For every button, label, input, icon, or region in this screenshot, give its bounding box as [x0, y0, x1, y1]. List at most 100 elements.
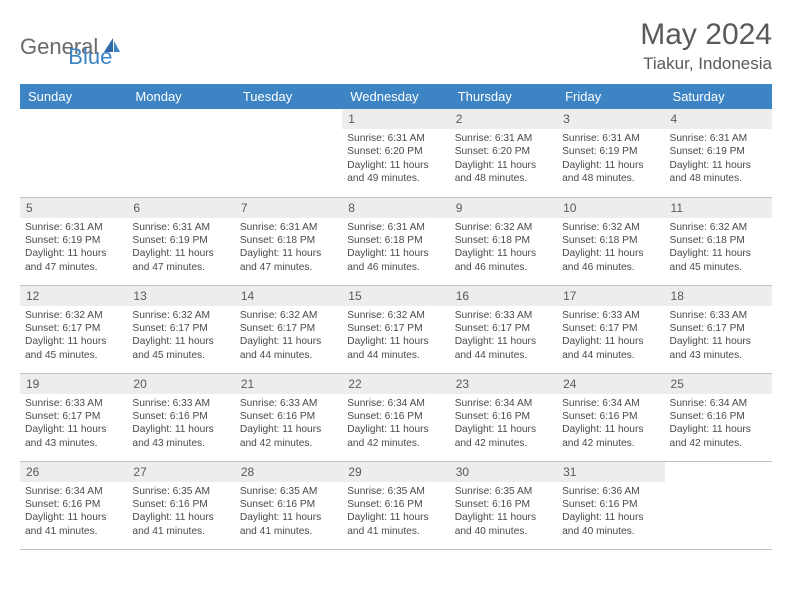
calendar-cell: 28Sunrise: 6:35 AMSunset: 6:16 PMDayligh… [235, 461, 342, 549]
day-number: 10 [557, 198, 664, 218]
day-info: Sunrise: 6:34 AMSunset: 6:16 PMDaylight:… [450, 394, 557, 455]
weekday-header: Saturday [665, 84, 772, 109]
day-info: Sunrise: 6:32 AMSunset: 6:17 PMDaylight:… [235, 306, 342, 367]
calendar-body: 1Sunrise: 6:31 AMSunset: 6:20 PMDaylight… [20, 109, 772, 549]
calendar-row: 12Sunrise: 6:32 AMSunset: 6:17 PMDayligh… [20, 285, 772, 373]
day-number: 27 [127, 462, 234, 482]
calendar-cell: 7Sunrise: 6:31 AMSunset: 6:18 PMDaylight… [235, 197, 342, 285]
month-title: May 2024 [640, 18, 772, 52]
day-info: Sunrise: 6:34 AMSunset: 6:16 PMDaylight:… [20, 482, 127, 543]
calendar-cell [665, 461, 772, 549]
calendar-cell: 27Sunrise: 6:35 AMSunset: 6:16 PMDayligh… [127, 461, 234, 549]
day-number: 18 [665, 286, 772, 306]
day-info: Sunrise: 6:32 AMSunset: 6:17 PMDaylight:… [20, 306, 127, 367]
day-number: 14 [235, 286, 342, 306]
calendar-cell: 22Sunrise: 6:34 AMSunset: 6:16 PMDayligh… [342, 373, 449, 461]
weekday-header: Wednesday [342, 84, 449, 109]
calendar-cell: 3Sunrise: 6:31 AMSunset: 6:19 PMDaylight… [557, 109, 664, 197]
day-number: 17 [557, 286, 664, 306]
day-info: Sunrise: 6:33 AMSunset: 6:17 PMDaylight:… [665, 306, 772, 367]
calendar-cell: 18Sunrise: 6:33 AMSunset: 6:17 PMDayligh… [665, 285, 772, 373]
calendar-cell: 24Sunrise: 6:34 AMSunset: 6:16 PMDayligh… [557, 373, 664, 461]
title-block: May 2024 Tiakur, Indonesia [640, 18, 772, 74]
day-info: Sunrise: 6:32 AMSunset: 6:17 PMDaylight:… [342, 306, 449, 367]
calendar-cell: 6Sunrise: 6:31 AMSunset: 6:19 PMDaylight… [127, 197, 234, 285]
day-number: 30 [450, 462, 557, 482]
day-number: 5 [20, 198, 127, 218]
day-number: 28 [235, 462, 342, 482]
calendar-row: 26Sunrise: 6:34 AMSunset: 6:16 PMDayligh… [20, 461, 772, 549]
calendar-cell [20, 109, 127, 197]
day-info: Sunrise: 6:33 AMSunset: 6:17 PMDaylight:… [557, 306, 664, 367]
day-info: Sunrise: 6:33 AMSunset: 6:16 PMDaylight:… [127, 394, 234, 455]
day-info: Sunrise: 6:31 AMSunset: 6:19 PMDaylight:… [20, 218, 127, 279]
calendar-cell: 1Sunrise: 6:31 AMSunset: 6:20 PMDaylight… [342, 109, 449, 197]
logo: General Blue [20, 18, 112, 70]
calendar-cell: 11Sunrise: 6:32 AMSunset: 6:18 PMDayligh… [665, 197, 772, 285]
day-number: 26 [20, 462, 127, 482]
day-info: Sunrise: 6:32 AMSunset: 6:18 PMDaylight:… [450, 218, 557, 279]
location: Tiakur, Indonesia [640, 54, 772, 74]
day-number: 29 [342, 462, 449, 482]
logo-text-blue: Blue [68, 44, 112, 70]
calendar-cell: 26Sunrise: 6:34 AMSunset: 6:16 PMDayligh… [20, 461, 127, 549]
weekday-header: Thursday [450, 84, 557, 109]
day-info: Sunrise: 6:31 AMSunset: 6:19 PMDaylight:… [127, 218, 234, 279]
day-info: Sunrise: 6:32 AMSunset: 6:17 PMDaylight:… [127, 306, 234, 367]
day-info: Sunrise: 6:33 AMSunset: 6:17 PMDaylight:… [20, 394, 127, 455]
calendar-cell: 10Sunrise: 6:32 AMSunset: 6:18 PMDayligh… [557, 197, 664, 285]
day-info: Sunrise: 6:35 AMSunset: 6:16 PMDaylight:… [235, 482, 342, 543]
calendar-cell: 9Sunrise: 6:32 AMSunset: 6:18 PMDaylight… [450, 197, 557, 285]
day-number: 21 [235, 374, 342, 394]
day-info: Sunrise: 6:32 AMSunset: 6:18 PMDaylight:… [665, 218, 772, 279]
calendar-cell: 14Sunrise: 6:32 AMSunset: 6:17 PMDayligh… [235, 285, 342, 373]
day-info: Sunrise: 6:33 AMSunset: 6:16 PMDaylight:… [235, 394, 342, 455]
day-number: 3 [557, 109, 664, 129]
weekday-header: Tuesday [235, 84, 342, 109]
day-info: Sunrise: 6:31 AMSunset: 6:19 PMDaylight:… [665, 129, 772, 190]
day-info: Sunrise: 6:32 AMSunset: 6:18 PMDaylight:… [557, 218, 664, 279]
day-number: 20 [127, 374, 234, 394]
day-info: Sunrise: 6:34 AMSunset: 6:16 PMDaylight:… [342, 394, 449, 455]
calendar-table: SundayMondayTuesdayWednesdayThursdayFrid… [20, 84, 772, 550]
day-number: 15 [342, 286, 449, 306]
day-number: 1 [342, 109, 449, 129]
calendar-cell [127, 109, 234, 197]
calendar-cell: 2Sunrise: 6:31 AMSunset: 6:20 PMDaylight… [450, 109, 557, 197]
calendar-cell: 31Sunrise: 6:36 AMSunset: 6:16 PMDayligh… [557, 461, 664, 549]
day-info: Sunrise: 6:31 AMSunset: 6:20 PMDaylight:… [450, 129, 557, 190]
calendar-cell: 30Sunrise: 6:35 AMSunset: 6:16 PMDayligh… [450, 461, 557, 549]
day-number: 16 [450, 286, 557, 306]
day-number: 8 [342, 198, 449, 218]
day-number: 9 [450, 198, 557, 218]
calendar-row: 19Sunrise: 6:33 AMSunset: 6:17 PMDayligh… [20, 373, 772, 461]
day-number: 11 [665, 198, 772, 218]
header: General Blue May 2024 Tiakur, Indonesia [20, 18, 772, 74]
day-number: 31 [557, 462, 664, 482]
day-number: 6 [127, 198, 234, 218]
day-info: Sunrise: 6:31 AMSunset: 6:20 PMDaylight:… [342, 129, 449, 190]
calendar-cell: 5Sunrise: 6:31 AMSunset: 6:19 PMDaylight… [20, 197, 127, 285]
day-number: 24 [557, 374, 664, 394]
day-number: 13 [127, 286, 234, 306]
day-info: Sunrise: 6:31 AMSunset: 6:18 PMDaylight:… [342, 218, 449, 279]
day-info: Sunrise: 6:34 AMSunset: 6:16 PMDaylight:… [557, 394, 664, 455]
calendar-cell [235, 109, 342, 197]
day-info: Sunrise: 6:35 AMSunset: 6:16 PMDaylight:… [127, 482, 234, 543]
day-number: 19 [20, 374, 127, 394]
weekday-header: Friday [557, 84, 664, 109]
calendar-cell: 12Sunrise: 6:32 AMSunset: 6:17 PMDayligh… [20, 285, 127, 373]
calendar-cell: 23Sunrise: 6:34 AMSunset: 6:16 PMDayligh… [450, 373, 557, 461]
day-info: Sunrise: 6:33 AMSunset: 6:17 PMDaylight:… [450, 306, 557, 367]
day-info: Sunrise: 6:35 AMSunset: 6:16 PMDaylight:… [342, 482, 449, 543]
calendar-cell: 4Sunrise: 6:31 AMSunset: 6:19 PMDaylight… [665, 109, 772, 197]
day-number: 12 [20, 286, 127, 306]
calendar-cell: 17Sunrise: 6:33 AMSunset: 6:17 PMDayligh… [557, 285, 664, 373]
day-number: 7 [235, 198, 342, 218]
day-number: 23 [450, 374, 557, 394]
calendar-cell: 8Sunrise: 6:31 AMSunset: 6:18 PMDaylight… [342, 197, 449, 285]
calendar-row: 1Sunrise: 6:31 AMSunset: 6:20 PMDaylight… [20, 109, 772, 197]
calendar-cell: 19Sunrise: 6:33 AMSunset: 6:17 PMDayligh… [20, 373, 127, 461]
day-number: 4 [665, 109, 772, 129]
day-info: Sunrise: 6:31 AMSunset: 6:19 PMDaylight:… [557, 129, 664, 190]
